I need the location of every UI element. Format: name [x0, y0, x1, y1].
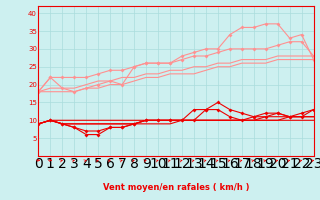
X-axis label: Vent moyen/en rafales ( km/h ): Vent moyen/en rafales ( km/h ): [103, 182, 249, 192]
